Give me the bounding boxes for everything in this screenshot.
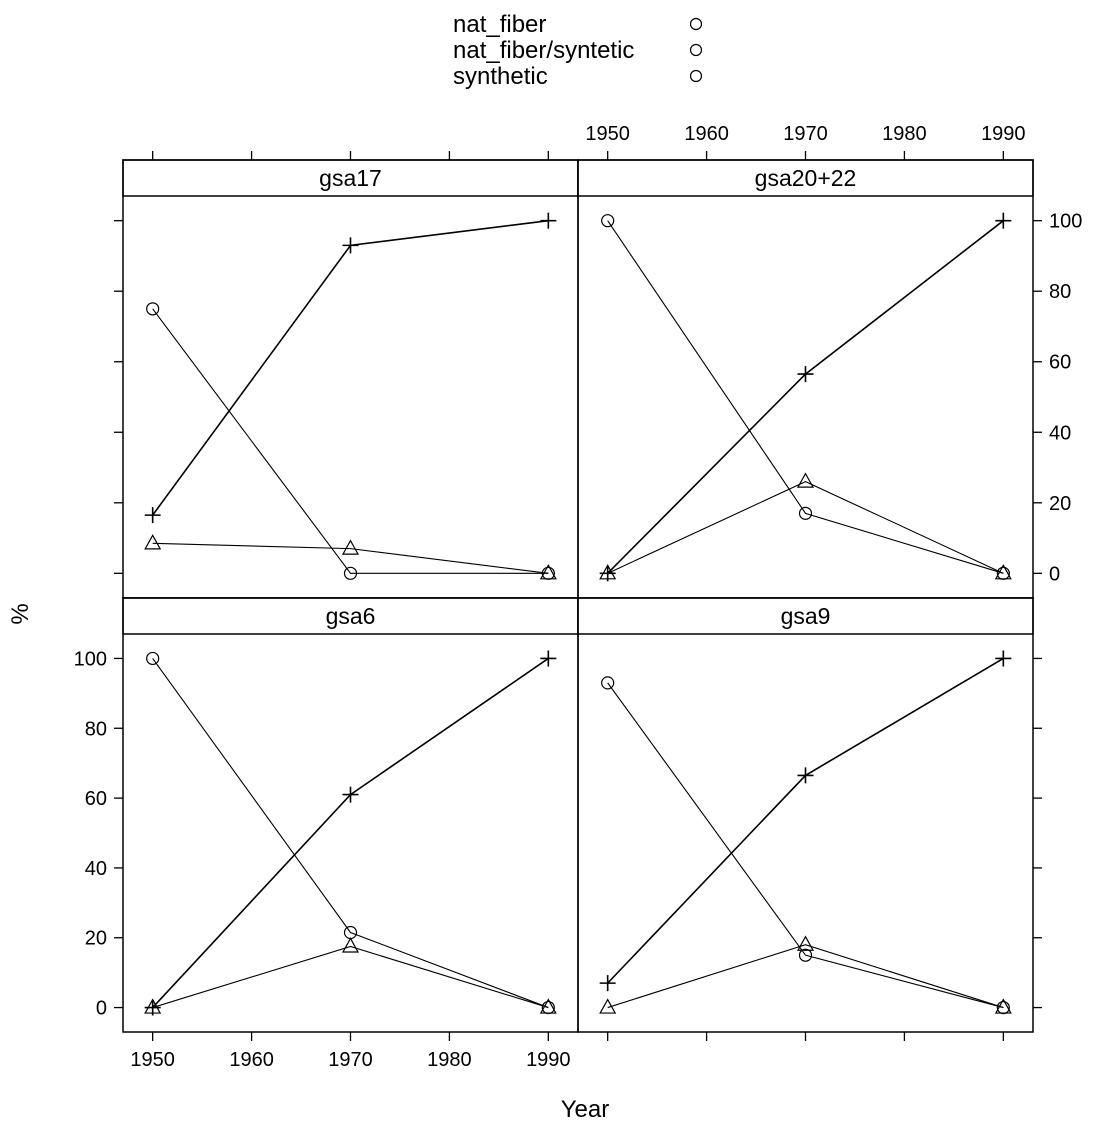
y-tick-label: 100: [1049, 211, 1082, 233]
x-tick-label: 1980: [882, 123, 927, 145]
series-nat-fiber: [146, 651, 555, 1015]
series-nat-fiber-syntetic: [599, 935, 1012, 1014]
data-point-1990: [540, 212, 557, 229]
panel-strip: [577, 159, 1034, 197]
x-tick-label: 1970: [328, 1049, 373, 1071]
series-line: [607, 220, 1004, 574]
y-tick-label: 20: [1049, 493, 1071, 515]
series-synthetic: [144, 212, 557, 524]
y-axis-label: %: [7, 603, 34, 624]
panel-strip: [122, 159, 579, 197]
x-axis-label: Year: [561, 1096, 610, 1123]
panel-gsa9: gsa9: [577, 597, 1034, 1033]
data-point-1970: [797, 767, 814, 784]
x-tick-label: 1960: [229, 1049, 274, 1071]
data-point-1970: [343, 566, 358, 580]
series-line: [152, 542, 549, 574]
series-synthetic: [599, 212, 1012, 582]
data-point-1990: [995, 650, 1012, 667]
legend-symbol-nat-fiber-syntetic: [689, 43, 703, 57]
data-point-1990: [994, 998, 1012, 1014]
legend-symbol-nat-fiber: [689, 17, 703, 31]
data-point-1990: [994, 564, 1012, 580]
x-tick-label: 1950: [585, 123, 630, 145]
series-line: [152, 219, 549, 516]
x-tick-label: 1990: [981, 123, 1026, 145]
y-tick-label: 100: [74, 648, 107, 670]
panel-border: [577, 597, 1034, 1033]
legend-label-nat-fiber-syntetic: nat_fiber/syntetic: [453, 37, 634, 64]
data-point-1970: [342, 786, 359, 803]
y-tick-label: 40: [85, 858, 107, 880]
data-point-1950: [599, 565, 616, 582]
x-tick-label: 1980: [427, 1049, 472, 1071]
y-tick-label: 80: [85, 718, 107, 740]
data-point-1970: [796, 472, 815, 488]
data-point-1950: [144, 999, 161, 1016]
series-synthetic: [144, 650, 557, 1016]
data-point-1970: [798, 506, 813, 520]
data-point-1950: [601, 676, 615, 690]
series-line: [607, 657, 1004, 984]
data-point-1970: [796, 935, 815, 951]
series-nat-fiber-syntetic: [144, 937, 557, 1014]
data-point-1950: [144, 507, 161, 524]
legend-label-nat-fiber: nat_fiber: [453, 11, 546, 38]
y-tick-label: 0: [96, 998, 107, 1020]
data-point-1990: [540, 650, 557, 667]
data-point-1950: [601, 214, 615, 228]
data-point-1950: [599, 998, 617, 1014]
chart-axes: 1950 1950 1960 1960 1970 1970 1980 1980 1990 1990…: [74, 123, 1083, 1071]
data-point-1970: [797, 366, 814, 383]
data-point-1950: [599, 975, 616, 992]
data-point-1970: [798, 948, 813, 962]
series-line: [607, 481, 1004, 574]
series-nat-fiber-syntetic: [144, 534, 557, 580]
x-tick-label: 1960: [684, 123, 729, 145]
panel-title: gsa9: [781, 603, 831, 629]
x-tick-label: 1950: [130, 1049, 175, 1071]
data-point-1970: [342, 237, 359, 254]
x-tick-label: 1970: [783, 123, 828, 145]
chart-panels: gsa17 gsa20+22 gsa6 gsa9: [122, 159, 1034, 1033]
y-tick-label: 80: [1049, 281, 1071, 303]
series-nat-fiber: [146, 302, 555, 580]
data-point-1970: [341, 937, 360, 953]
x-tick-label: 1990: [526, 1049, 571, 1071]
series-line: [607, 220, 1004, 574]
panel-gsa6: gsa6: [122, 597, 579, 1033]
series-line: [152, 945, 549, 1009]
y-tick-label: 0: [1049, 563, 1060, 585]
series-line: [152, 657, 549, 1009]
data-point-1970: [341, 539, 360, 555]
series-nat-fiber: [601, 214, 1010, 580]
series-line: [152, 308, 549, 574]
series-line: [152, 658, 549, 1009]
y-tick-label: 60: [1049, 352, 1071, 374]
series-synthetic: [599, 650, 1012, 992]
data-point-1950: [146, 302, 160, 316]
series-line: [607, 944, 1004, 1009]
data-point-1990: [995, 212, 1012, 229]
legend-symbol-synthetic: [689, 69, 703, 83]
panel-title: gsa20+22: [755, 165, 857, 191]
panel-title: gsa6: [326, 603, 376, 629]
series-nat-fiber-syntetic: [599, 472, 1012, 580]
legend-label-synthetic: synthetic: [453, 63, 548, 90]
y-tick-label: 60: [85, 788, 107, 810]
data-point-1950: [144, 534, 162, 550]
panel-gsa17: gsa17: [122, 159, 579, 599]
y-tick-label: 40: [1049, 422, 1071, 444]
series-line: [607, 682, 1004, 1009]
data-point-1990: [539, 564, 557, 580]
panel-gsa20-22: gsa20+22: [577, 159, 1034, 599]
y-tick-label: 20: [85, 928, 107, 950]
data-point-1950: [146, 651, 160, 666]
series-nat-fiber: [601, 676, 1010, 1015]
panel-strip: [577, 597, 1034, 635]
data-point-1990: [539, 998, 557, 1014]
panel-title: gsa17: [319, 165, 382, 191]
